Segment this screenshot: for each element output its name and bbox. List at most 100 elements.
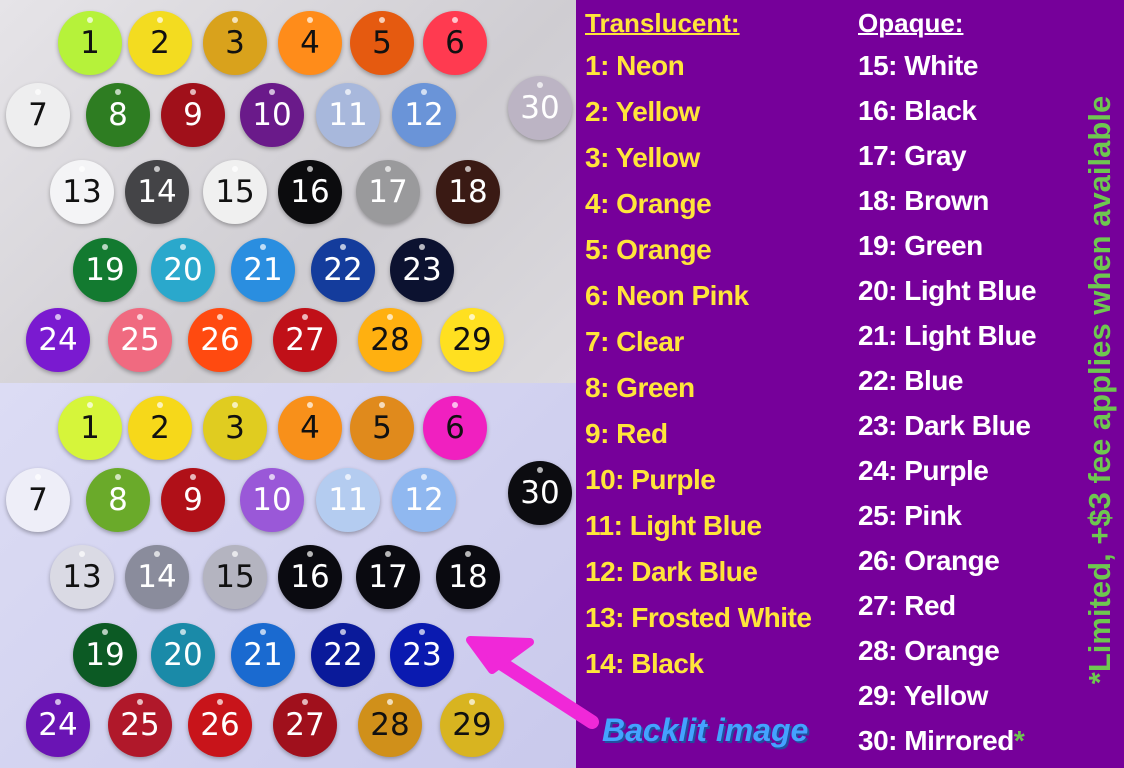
color-item: 25: Pink [858, 500, 962, 532]
disc-29: 29 [440, 693, 504, 757]
color-item: 4: Orange [585, 188, 712, 220]
disc-21: 21 [231, 623, 295, 687]
disc-4: 4 [278, 396, 342, 460]
color-item-label: 30: Mirrored [858, 725, 1014, 756]
color-item-label: 7: Clear [585, 326, 684, 357]
color-item: 12: Dark Blue [585, 556, 758, 588]
disc-21: 21 [231, 238, 295, 302]
color-item: 9: Red [585, 418, 668, 450]
disc-18: 18 [436, 160, 500, 224]
disc-22: 22 [311, 623, 375, 687]
disc-11: 11 [316, 83, 380, 147]
disc-14: 14 [125, 160, 189, 224]
color-item-label: 15: White [858, 50, 978, 81]
color-item-label: 8: Green [585, 372, 695, 403]
color-item-label: 29: Yellow [858, 680, 988, 711]
disc-17: 17 [356, 545, 420, 609]
asterisk-mark: * [1013, 725, 1025, 756]
disc-30: 30 [508, 461, 572, 525]
disc-15: 15 [203, 160, 267, 224]
color-item: 11: Light Blue [585, 510, 762, 542]
limited-note: *Limited, +$3 fee applies when available [1082, 95, 1117, 685]
color-item-label: 26: Orange [858, 545, 1000, 576]
color-item-label: 28: Orange [858, 635, 1000, 666]
disc-26: 26 [188, 693, 252, 757]
color-item: 13: Frosted White [585, 602, 812, 634]
color-item: 8: Green [585, 372, 695, 404]
disc-24: 24 [26, 308, 90, 372]
color-item-label: 11: Light Blue [585, 510, 762, 541]
disc-23: 23 [390, 238, 454, 302]
color-item: 14: Black [585, 648, 704, 680]
color-item: 19: Green [858, 230, 983, 262]
disc-10: 10 [240, 468, 304, 532]
color-item-label: 27: Red [858, 590, 956, 621]
color-item-label: 1: Neon [585, 50, 685, 81]
color-item-label: 20: Light Blue [858, 275, 1037, 306]
color-item: 26: Orange [858, 545, 1000, 577]
color-item: 3: Yellow [585, 142, 700, 174]
color-item-label: 9: Red [585, 418, 668, 449]
color-item: 5: Orange [585, 234, 712, 266]
disc-1: 1 [58, 11, 122, 75]
disc-28: 28 [358, 693, 422, 757]
color-item: 15: White [858, 50, 978, 82]
color-item: 21: Light Blue [858, 320, 1037, 352]
disc-4: 4 [278, 11, 342, 75]
color-item: 27: Red [858, 590, 956, 622]
disc-22: 22 [311, 238, 375, 302]
photo-backlit: 1 2 3 4 5 6 7 8 9 10 11 12 30 13 14 15 16 17 18 19 20 21 22 23 2… [0, 383, 576, 768]
disc-27: 27 [273, 693, 337, 757]
disc-1: 1 [58, 396, 122, 460]
color-item: 2: Yellow [585, 96, 700, 128]
disc-8: 8 [86, 83, 150, 147]
disc-2: 2 [128, 396, 192, 460]
disc-18: 18 [436, 545, 500, 609]
disc-17: 17 [356, 160, 420, 224]
disc-26: 26 [188, 308, 252, 372]
disc-7: 7 [6, 468, 70, 532]
color-item-label: 16: Black [858, 95, 977, 126]
color-item: 7: Clear [585, 326, 684, 358]
disc-13: 13 [50, 545, 114, 609]
color-item-label: 24: Purple [858, 455, 989, 486]
disc-19: 19 [73, 238, 137, 302]
disc-11: 11 [316, 468, 380, 532]
color-item-label: 18: Brown [858, 185, 989, 216]
disc-10: 10 [240, 83, 304, 147]
disc-3: 3 [203, 11, 267, 75]
disc-2: 2 [128, 11, 192, 75]
color-item: 10: Purple [585, 464, 716, 496]
color-item-label: 25: Pink [858, 500, 962, 531]
disc-30: 30 [508, 76, 572, 140]
color-item-label: 23: Dark Blue [858, 410, 1031, 441]
disc-16: 16 [278, 160, 342, 224]
disc-6: 6 [423, 396, 487, 460]
disc-24: 24 [26, 693, 90, 757]
disc-6: 6 [423, 11, 487, 75]
color-item: 29: Yellow [858, 680, 988, 712]
color-item-label: 4: Orange [585, 188, 712, 219]
color-item-label: 3: Yellow [585, 142, 700, 173]
color-item-label: 2: Yellow [585, 96, 700, 127]
translucent-heading: Translucent: [585, 8, 740, 38]
color-item-label: 22: Blue [858, 365, 963, 396]
color-item: 1: Neon [585, 50, 685, 82]
opaque-heading: Opaque: [858, 8, 964, 38]
disc-25: 25 [108, 693, 172, 757]
disc-15: 15 [203, 545, 267, 609]
color-item: 24: Purple [858, 455, 989, 487]
color-item-label: 17: Gray [858, 140, 967, 171]
color-item: 18: Brown [858, 185, 989, 217]
disc-5: 5 [350, 11, 414, 75]
disc-9: 9 [161, 83, 225, 147]
disc-28: 28 [358, 308, 422, 372]
color-item: 6: Neon Pink [585, 280, 749, 312]
disc-20: 20 [151, 238, 215, 302]
color-item: 28: Orange [858, 635, 1000, 667]
color-item-label: 5: Orange [585, 234, 712, 265]
color-item-label: 10: Purple [585, 464, 716, 495]
color-item: 20: Light Blue [858, 275, 1037, 307]
disc-20: 20 [151, 623, 215, 687]
color-item-label: 14: Black [585, 648, 704, 679]
